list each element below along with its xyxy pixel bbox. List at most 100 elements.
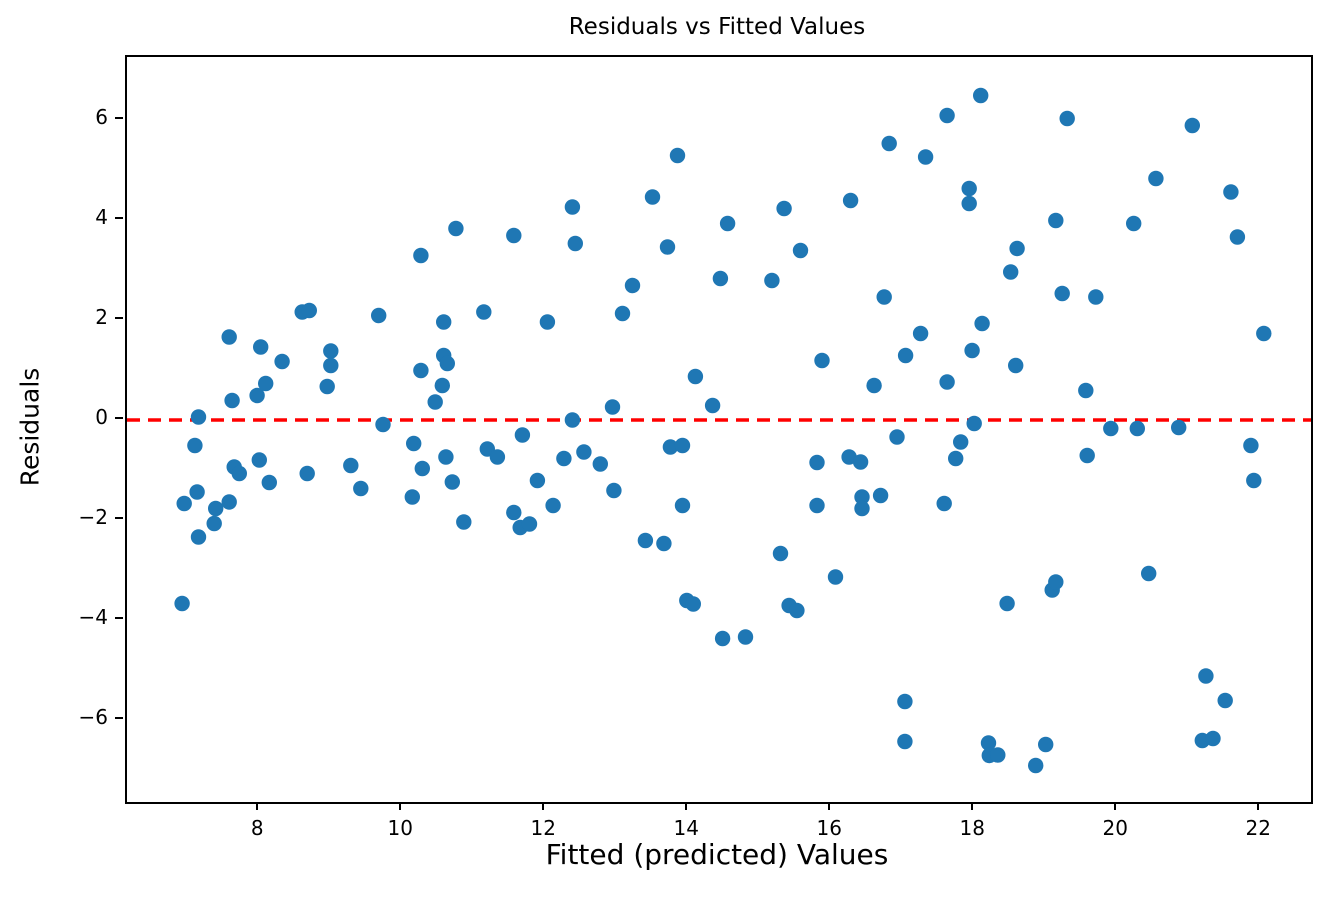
data-point [712,270,729,287]
data-point [1229,229,1246,245]
data-point [187,437,203,454]
data-point [939,374,955,390]
data-point [261,474,277,491]
x-tick-mark [256,802,259,810]
data-point [1148,170,1164,187]
data-point [912,325,929,342]
data-point [1078,382,1094,399]
data-point [704,397,721,414]
data-point [953,434,969,450]
data-point [301,302,317,319]
y-tick-label: −4 [78,605,108,629]
data-point [809,497,825,514]
data-point [375,416,391,433]
data-point [737,629,754,645]
x-tick-label: 8 [250,816,264,840]
data-point [1141,565,1157,582]
data-point [881,135,897,152]
data-point [1088,289,1104,305]
data-point [448,220,464,237]
data-point [1256,325,1272,342]
y-tick-mark [115,317,123,319]
data-point [644,189,661,205]
data-point [506,504,522,521]
data-point [253,339,269,355]
data-point [917,149,934,165]
scatter-svg [127,87,1311,774]
data-point [299,465,315,482]
x-tick-mark [399,802,402,810]
data-point [687,368,704,385]
data-point [980,735,997,751]
data-point [827,569,844,585]
data-point [936,495,952,512]
data-point [545,497,561,514]
data-point [889,429,905,445]
x-tick-mark [828,802,831,810]
data-point [592,456,608,472]
data-point [809,454,825,471]
x-tick-label: 14 [673,816,699,840]
data-point [274,353,290,370]
y-tick-mark [115,217,123,219]
y-tick-label: −6 [78,705,108,729]
data-point [685,596,701,612]
data-point [438,449,454,465]
data-point [719,215,736,232]
data-point [1054,285,1070,302]
data-point [1059,110,1075,127]
x-tick-label: 18 [959,816,985,840]
data-point [1246,472,1262,489]
data-point [221,329,237,345]
data-point [427,394,443,410]
data-point [1205,730,1221,747]
data-point [897,693,913,710]
data-point [190,529,207,545]
data-point [948,450,964,467]
data-point [764,272,780,289]
data-point [1048,212,1064,229]
data-point [476,304,492,320]
data-point [1129,420,1145,437]
data-point [669,147,686,164]
data-point [789,602,805,619]
data-point [564,199,581,215]
y-tick-label: 4 [95,205,108,229]
data-point [772,545,789,562]
data-point [999,595,1015,612]
data-point [1223,184,1239,200]
y-tick-mark [115,417,123,419]
data-point [961,195,977,212]
data-point [637,532,654,549]
x-tick-label: 20 [1102,816,1128,840]
data-point [656,535,672,552]
data-point [624,277,641,294]
y-tick-mark [115,117,123,119]
data-point [842,192,859,209]
data-point [974,315,990,332]
data-point [866,377,882,394]
data-point [714,630,731,647]
data-point [251,452,267,468]
data-point [1028,757,1044,774]
data-point [406,435,422,452]
data-point [521,516,538,532]
data-point [436,314,452,330]
data-point [174,595,190,612]
data-point [1079,447,1095,464]
data-point [489,449,506,465]
data-point [434,377,450,394]
data-point [353,480,369,497]
data-point [439,355,455,372]
data-point [567,235,583,252]
data-point [258,375,274,392]
data-point [841,449,857,465]
data-point [792,242,809,259]
data-point [539,314,556,330]
data-point [176,495,192,512]
data-point [1198,668,1214,684]
data-point [564,412,581,428]
data-point [1009,240,1025,257]
data-point [208,500,224,517]
data-point [1008,357,1024,374]
